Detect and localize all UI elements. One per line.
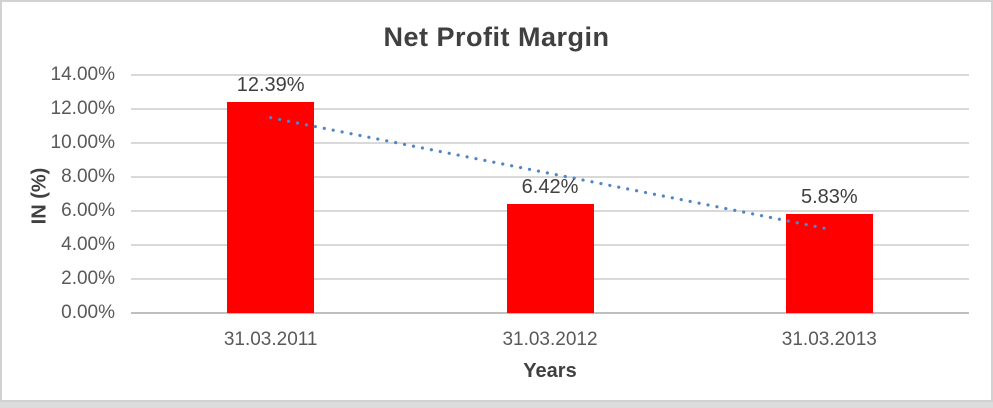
x-axis-line bbox=[131, 312, 969, 314]
plot-area: 12.39% 6.42% 5.83% bbox=[131, 74, 969, 314]
bottom-edge-strip bbox=[0, 402, 993, 408]
x-tick-label: 31.03.2012 bbox=[502, 329, 598, 350]
y-tick-label: 0.00% bbox=[61, 302, 115, 323]
bar-31.03.2011 bbox=[227, 102, 315, 313]
y-tick-label: 2.00% bbox=[61, 268, 115, 289]
gridline bbox=[131, 176, 969, 178]
chart-title: Net Profit Margin bbox=[383, 22, 610, 52]
data-label: 5.83% bbox=[800, 185, 858, 208]
bar-31.03.2012 bbox=[506, 203, 594, 313]
gridline bbox=[131, 74, 969, 76]
y-tick-label: 10.00% bbox=[50, 132, 115, 153]
bar-31.03.2013 bbox=[785, 213, 873, 313]
y-tick-label: 12.00% bbox=[50, 98, 115, 119]
data-label: 12.39% bbox=[236, 74, 305, 97]
y-axis-title: IN (%) bbox=[28, 167, 51, 225]
gridline bbox=[131, 108, 969, 110]
data-label: 6.42% bbox=[521, 175, 579, 198]
trendline bbox=[269, 116, 831, 231]
x-tick-label: 31.03.2013 bbox=[781, 329, 877, 350]
y-tick-label: 6.00% bbox=[61, 200, 115, 221]
x-tick-label: 31.03.2011 bbox=[223, 329, 318, 350]
gridline bbox=[131, 142, 969, 144]
x-axis-title: Years bbox=[523, 360, 577, 382]
y-tick-label: 4.00% bbox=[61, 234, 115, 255]
y-tick-label: 8.00% bbox=[61, 166, 115, 187]
y-tick-label: 14.00% bbox=[50, 64, 115, 85]
